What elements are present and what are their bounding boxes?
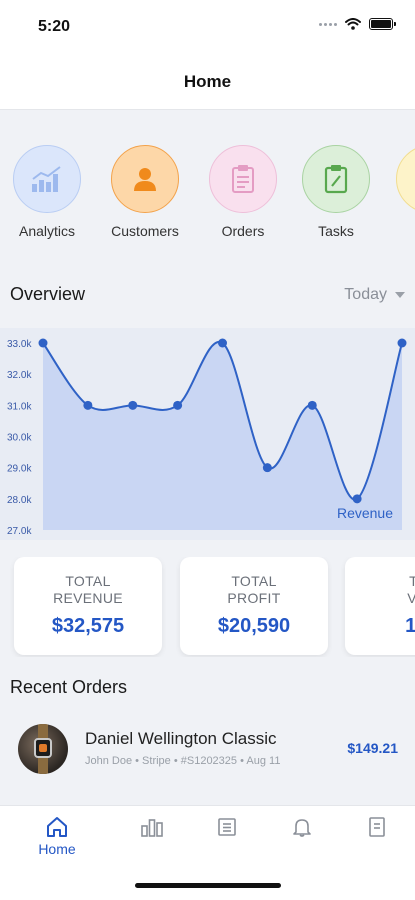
stat-value: $32,575 <box>51 615 125 637</box>
y-tick-label: 29.0k <box>7 464 32 475</box>
shortcut-partial[interactable]: S <box>390 145 415 239</box>
shortcut-row: Analytics Customers Orders <box>0 145 415 245</box>
shortcut-tasks[interactable]: Tasks <box>296 145 376 239</box>
status-bar: 5:20 <box>0 0 415 54</box>
shortcut-label: Orders <box>221 223 265 239</box>
status-time: 5:20 <box>38 18 71 35</box>
chart-point <box>218 338 227 348</box>
signal-icon <box>319 22 337 26</box>
period-dropdown[interactable]: Today <box>344 286 405 304</box>
stat-value: $20,590 <box>217 615 291 637</box>
shortcut-label: Analytics <box>18 223 76 239</box>
stat-label: TO VIE <box>407 573 415 606</box>
wifi-icon <box>345 18 361 30</box>
stat-value: 17, <box>405 615 415 637</box>
product-thumbnail <box>18 724 68 774</box>
tab-home[interactable]: Home <box>27 816 87 857</box>
tab-list[interactable] <box>197 816 257 838</box>
chart-area-fill <box>43 341 402 530</box>
chart-point <box>397 338 407 348</box>
y-tick-label: 30.0k <box>7 433 32 444</box>
y-tick-label: 31.0k <box>7 401 32 412</box>
page-title: Home <box>183 71 232 91</box>
tab-documents[interactable] <box>347 816 407 838</box>
period-value: Today <box>344 285 387 303</box>
bar-chart-icon <box>13 145 81 213</box>
shortcut-label: Tasks <box>318 223 354 239</box>
series-label: Revenue <box>337 505 393 521</box>
status-icons <box>319 18 396 30</box>
person-icon <box>111 145 179 213</box>
tab-label: Home <box>38 841 76 857</box>
home-icon <box>47 817 67 837</box>
order-meta: John Doe • Stripe • #S1202325 • Aug 11 <box>85 755 281 767</box>
chart-svg: 27.0k 28.0k 29.0k 30.0k 31.0k 32.0k 33.0k Reven… <box>0 328 415 540</box>
order-title: Daniel Wellington Classic <box>85 729 277 748</box>
stat-card-views[interactable]: TO VIE 17, <box>345 557 415 655</box>
stat-label: TOTAL PROFIT <box>227 573 281 606</box>
clipboard-icon <box>209 145 277 213</box>
overview-header: Overview Today <box>10 284 405 305</box>
tab-analytics[interactable] <box>122 816 182 838</box>
checklist-icon <box>302 145 370 213</box>
chart-point <box>38 338 48 348</box>
list-icon <box>218 818 236 836</box>
chart-point <box>173 400 183 410</box>
bell-icon <box>293 819 311 837</box>
chart-point <box>307 400 317 410</box>
chart-point <box>128 400 138 410</box>
battery-icon <box>369 18 396 30</box>
stat-card-profit[interactable]: TOTAL PROFIT $20,590 <box>180 557 328 655</box>
revenue-chart: 27.0k 28.0k 29.0k 30.0k 31.0k 32.0k 33.0k Reven… <box>0 328 415 540</box>
partial-icon <box>396 145 415 213</box>
stats-row: TOTAL REVENUE $32,575 TOTAL PROFIT $20,5… <box>0 557 415 657</box>
order-row[interactable]: Daniel Wellington Classic John Doe • Str… <box>0 712 415 784</box>
analytics-icon <box>141 819 163 837</box>
chart-point <box>262 463 272 473</box>
overview-title: Overview <box>10 284 86 304</box>
nav-bar: Home <box>0 54 415 110</box>
document-icon <box>369 817 385 837</box>
y-tick-label: 28.0k <box>7 495 32 506</box>
chart-point <box>352 494 362 504</box>
chart-point <box>83 400 93 410</box>
chevron-down-icon <box>395 291 405 298</box>
shortcut-customers[interactable]: Customers <box>105 145 185 239</box>
shortcut-analytics[interactable]: Analytics <box>7 145 87 239</box>
shortcut-orders[interactable]: Orders <box>203 145 283 239</box>
shortcut-label: Customers <box>111 223 179 239</box>
recent-orders-title: Recent Orders <box>10 677 128 697</box>
stat-label: TOTAL REVENUE <box>53 573 123 606</box>
y-tick-label: 27.0k <box>7 526 32 537</box>
stat-card-revenue[interactable]: TOTAL REVENUE $32,575 <box>14 557 162 655</box>
y-tick-label: 32.0k <box>7 370 32 381</box>
y-tick-label: 33.0k <box>7 339 32 350</box>
order-price: $149.21 <box>347 740 398 756</box>
home-indicator <box>135 883 281 888</box>
tab-notifications[interactable] <box>272 816 332 838</box>
